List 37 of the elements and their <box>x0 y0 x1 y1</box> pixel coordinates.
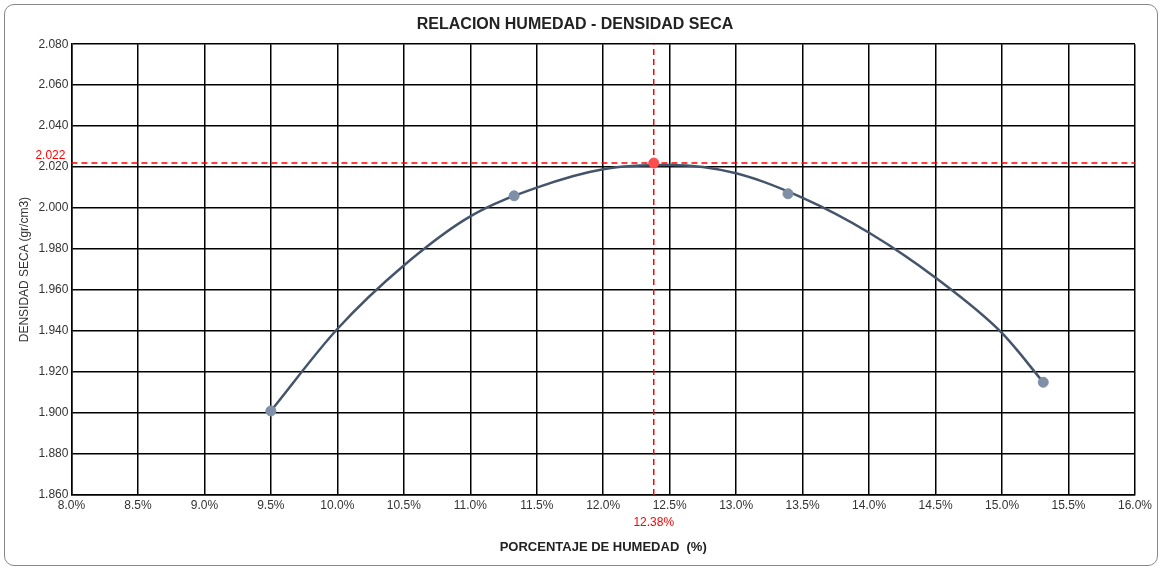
point <box>508 190 520 202</box>
x-tick-label: 12.5% <box>652 497 688 512</box>
x-tick-label: 10.0% <box>320 497 355 512</box>
y-tick-label: 2.020 <box>38 159 69 174</box>
x-tick-label: 15.5% <box>1051 497 1086 512</box>
x-tick-label: 12.0% <box>586 497 621 512</box>
y-tick-label: 1.940 <box>38 323 69 338</box>
x-tick-label: 11.0% <box>453 497 488 512</box>
x-tick-label: 8.0% <box>57 497 86 512</box>
point <box>1037 376 1049 388</box>
y-tick-label: 2.080 <box>38 36 69 51</box>
y-tick-label: 1.960 <box>38 282 69 297</box>
x-tick-label: 14.0% <box>852 497 887 512</box>
x-tick-label: 14.5% <box>918 497 953 512</box>
x-tick-label: 9.0% <box>190 497 219 512</box>
y-tick-label: 2.000 <box>38 200 69 215</box>
y-tick-label: 1.920 <box>38 364 69 379</box>
x-tick-label: 13.5% <box>785 497 820 512</box>
y-tick-label: 1.880 <box>38 446 69 461</box>
x-tick-label: 8.5% <box>124 497 152 512</box>
point <box>648 157 660 169</box>
x-tick-label: 13.0% <box>719 497 754 512</box>
point <box>265 405 277 417</box>
y-tick-label: 2.060 <box>38 77 69 92</box>
point <box>782 188 794 200</box>
x-axis-title: PORCENTAJE DE HUMEDAD (%) <box>499 538 707 554</box>
x-tick-label: 10.5% <box>386 497 422 512</box>
ref-line-label: 12.38% <box>633 515 675 530</box>
y-tick-label: 2.040 <box>38 118 69 133</box>
x-tick-label: 15.0% <box>985 497 1020 512</box>
y-tick-label: 1.980 <box>38 241 69 256</box>
chart-title: RELACION HUMEDAD - DENSIDAD SECA <box>416 15 734 33</box>
y-tick-label: 1.900 <box>38 405 69 420</box>
y-axis-title: DENSIDAD SECA (gr/cm3) <box>16 196 31 343</box>
x-tick-label: 16.0% <box>1117 497 1153 512</box>
x-tick-label: 11.5% <box>520 497 554 512</box>
x-tick-label: 9.5% <box>257 497 285 512</box>
